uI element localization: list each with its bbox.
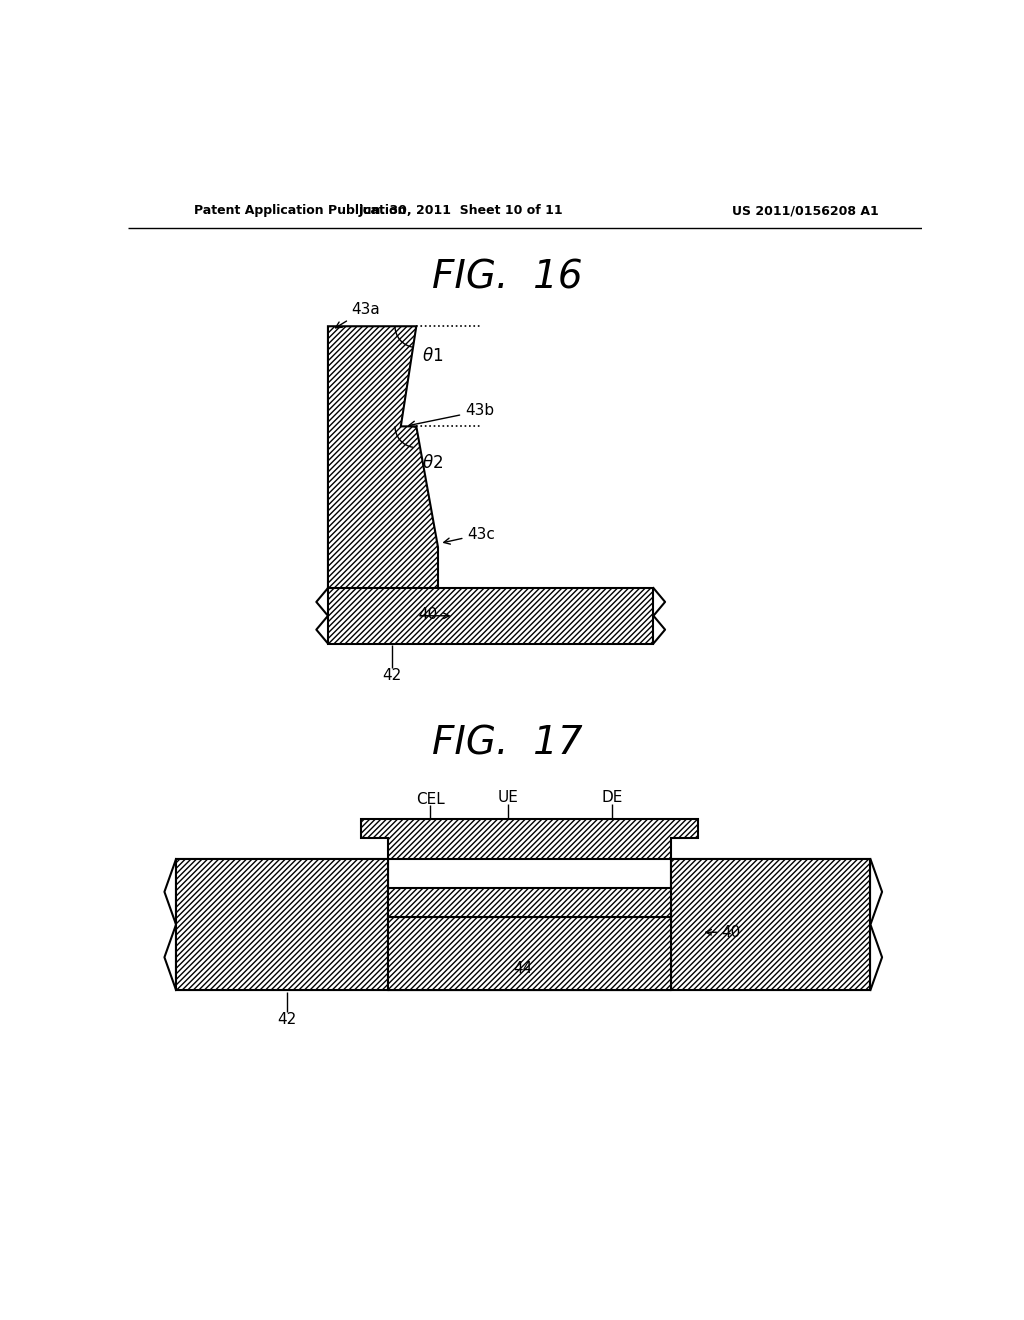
Text: UE: UE [498, 789, 518, 805]
Text: FIG.  17: FIG. 17 [432, 725, 583, 763]
Text: Jun. 30, 2011  Sheet 10 of 11: Jun. 30, 2011 Sheet 10 of 11 [359, 205, 563, 218]
Text: 43b: 43b [409, 404, 495, 428]
Polygon shape [360, 818, 697, 859]
Polygon shape [328, 326, 438, 589]
Polygon shape [176, 859, 388, 990]
Text: 44: 44 [514, 961, 532, 975]
Text: 42: 42 [382, 668, 401, 684]
Text: 43c: 43c [443, 527, 496, 544]
Text: 40: 40 [419, 607, 438, 622]
Polygon shape [388, 917, 671, 990]
Text: $\theta$2: $\theta$2 [423, 454, 443, 473]
Text: DE: DE [602, 789, 623, 805]
Text: $\theta$1: $\theta$1 [423, 347, 443, 364]
Text: 40: 40 [721, 925, 740, 940]
Text: 42: 42 [278, 1011, 297, 1027]
Text: Patent Application Publication: Patent Application Publication [194, 205, 407, 218]
Text: CEL: CEL [416, 792, 444, 807]
Polygon shape [388, 887, 671, 917]
Polygon shape [671, 859, 870, 990]
Text: US 2011/0156208 A1: US 2011/0156208 A1 [732, 205, 880, 218]
Text: 43a: 43a [336, 302, 380, 327]
Polygon shape [328, 589, 653, 644]
Text: FIG.  16: FIG. 16 [432, 259, 583, 297]
